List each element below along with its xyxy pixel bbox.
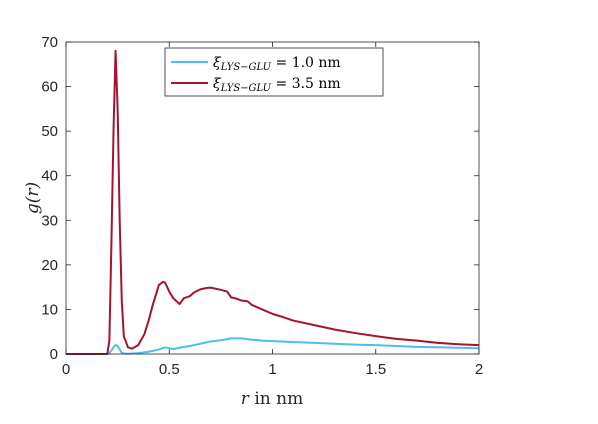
- legend-label-1: ξLYS−GLU = 1.0 nm: [213, 55, 341, 73]
- x-tick-label: 2: [475, 361, 483, 378]
- x-tick-label: 1: [268, 361, 276, 378]
- x-tick-label: 0: [62, 361, 70, 378]
- legend-label-2: ξLYS−GLU = 3.5 nm: [213, 76, 341, 94]
- x-tick-label: 1.5: [365, 361, 386, 378]
- series-line-2: [66, 49, 480, 355]
- y-tick-label: 70: [41, 34, 58, 51]
- x-tick-label: 0.5: [159, 361, 180, 378]
- series-layer: [66, 49, 480, 355]
- y-tick-label: 40: [41, 168, 58, 185]
- y-tick-label: 0: [50, 346, 58, 363]
- legend: ξLYS−GLU = 1.0 nm ξLYS−GLU = 3.5 nm: [164, 47, 384, 97]
- y-tick-label: 20: [41, 257, 58, 274]
- y-tick-label: 50: [41, 123, 58, 140]
- x-axis-title: r in nm: [241, 389, 303, 409]
- y-tick-label: 60: [41, 79, 58, 96]
- series-line-1: [66, 337, 480, 355]
- y-tick-label: 10: [41, 301, 58, 318]
- legend-box: [164, 47, 384, 97]
- y-axis-title: g(r): [23, 182, 43, 214]
- y-tick-label: 30: [41, 212, 58, 229]
